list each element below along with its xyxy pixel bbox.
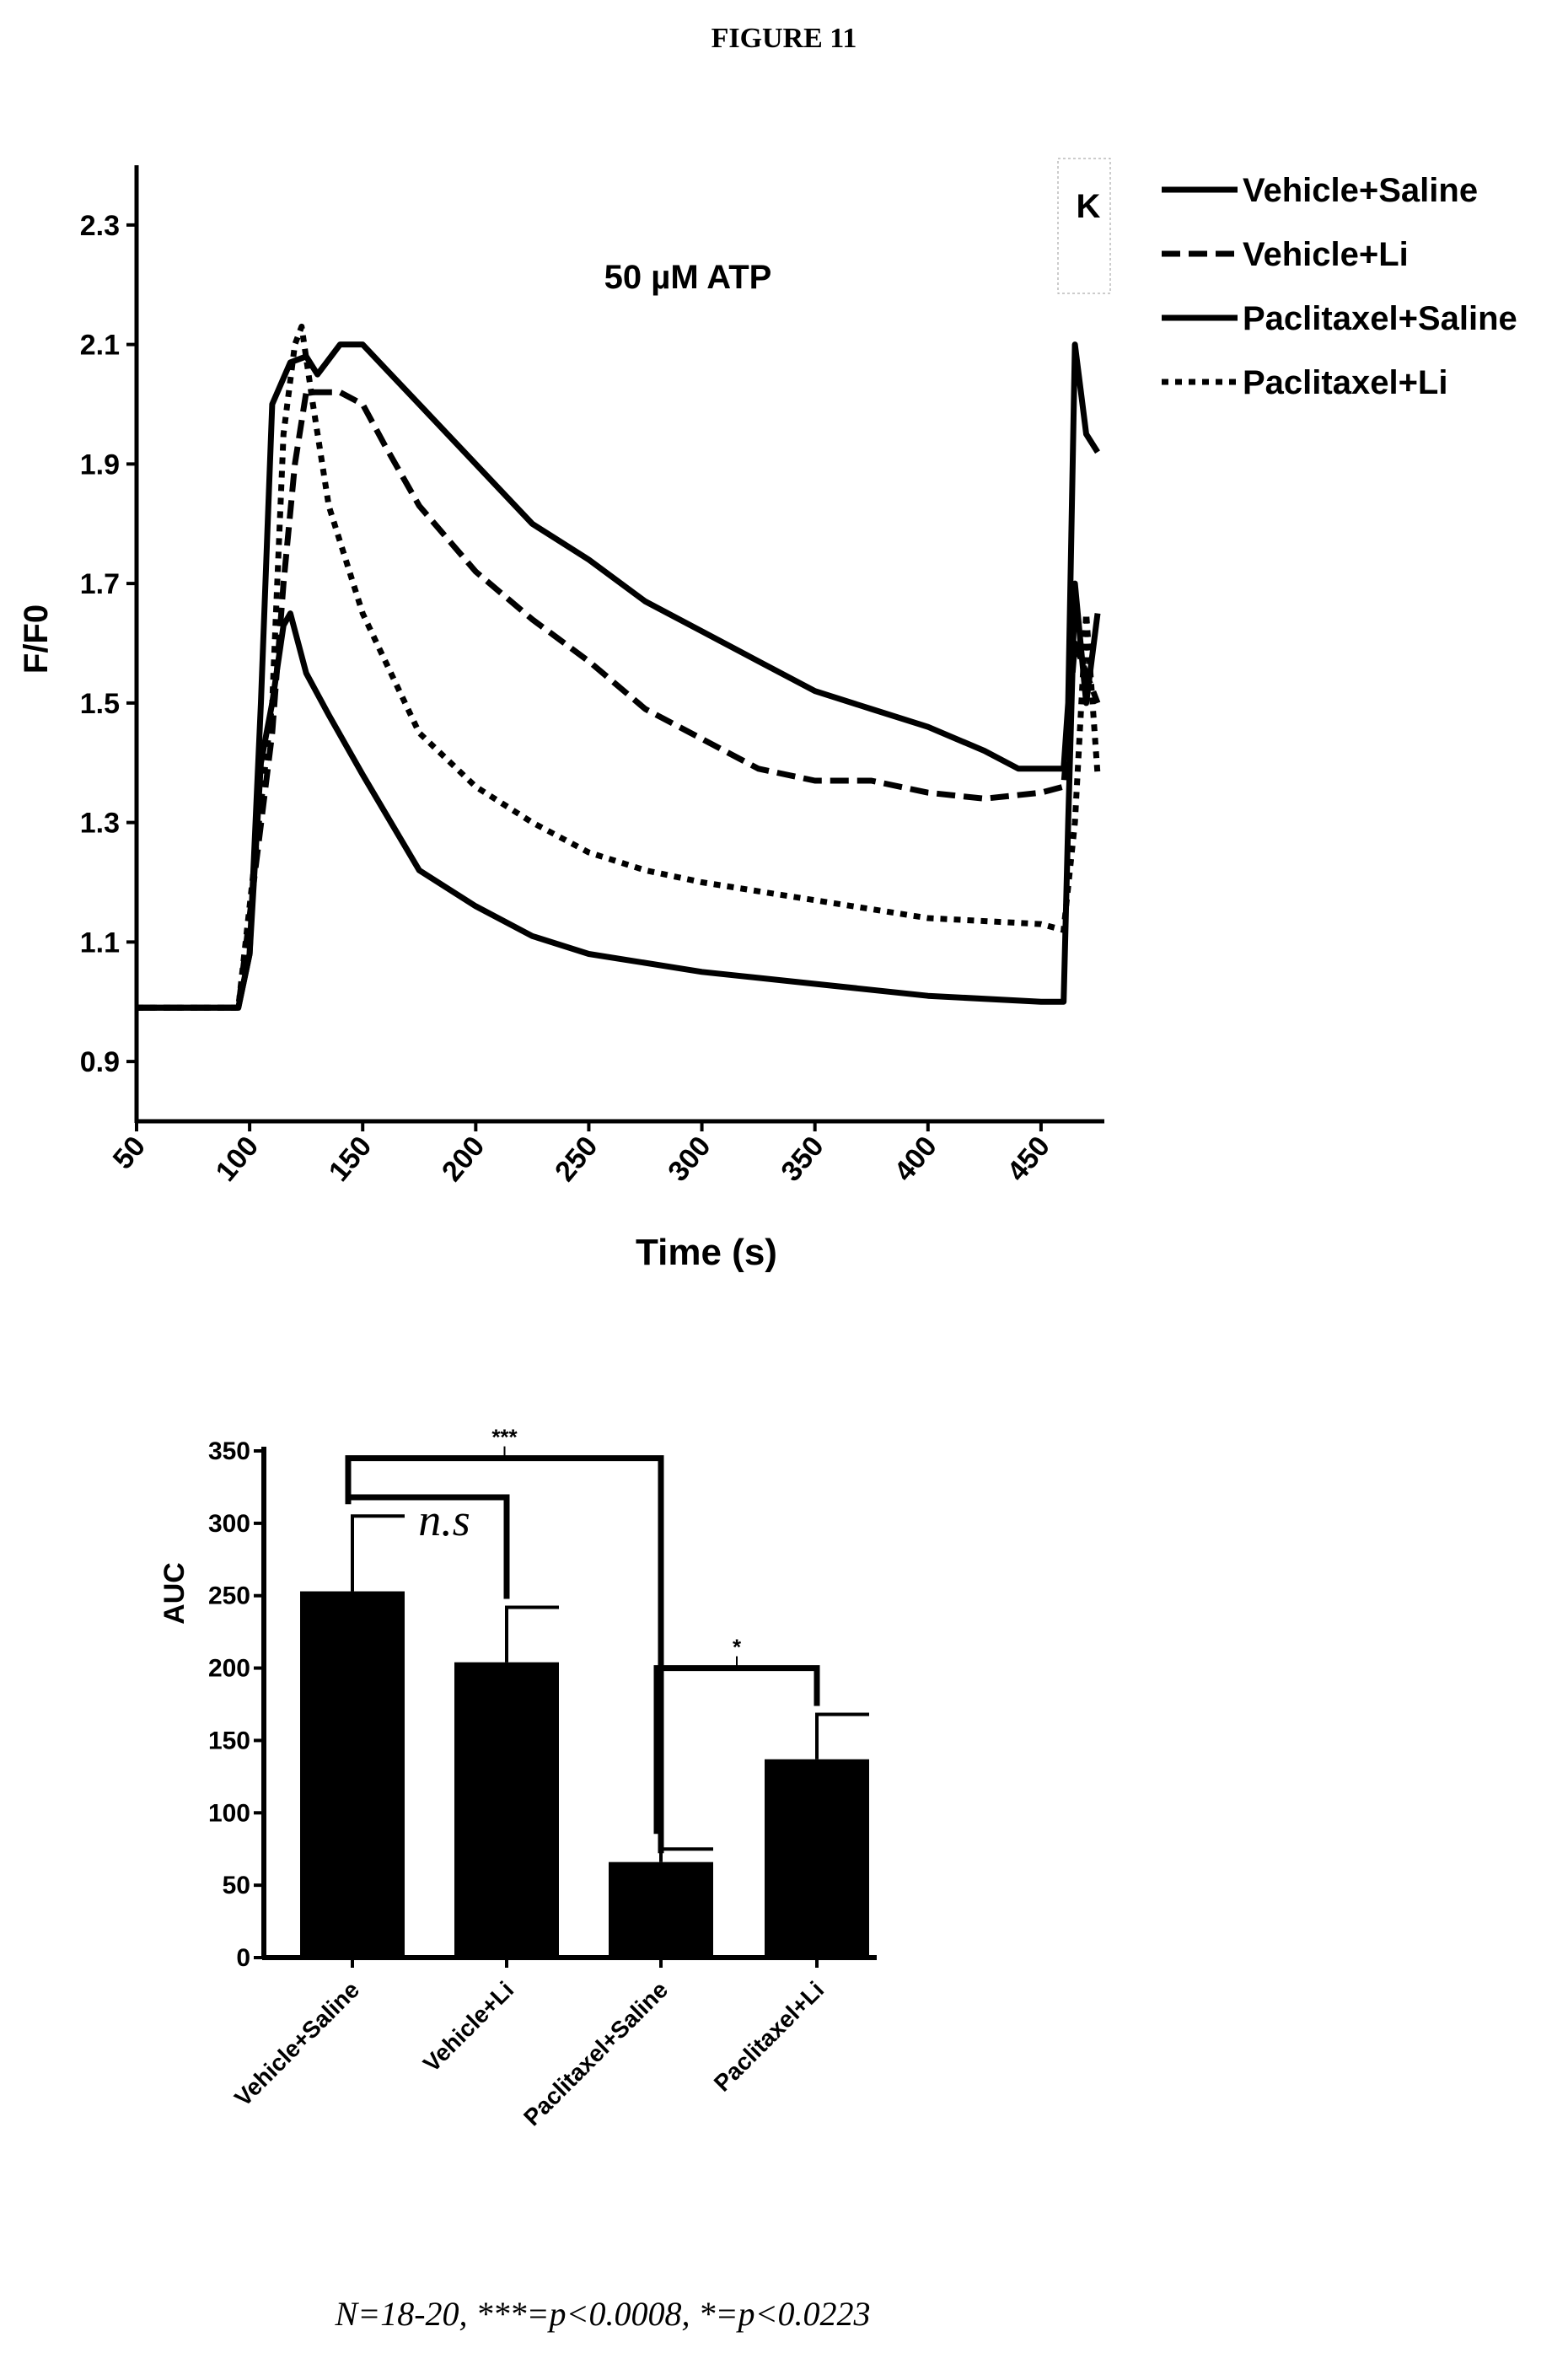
legend-label: Vehicle+Saline xyxy=(1243,172,1478,209)
significance-label: n.s xyxy=(418,1495,470,1545)
x-tick-label: Vehicle+Saline xyxy=(229,1976,364,2111)
y-axis-label: F/F0 xyxy=(18,604,55,674)
y-tick-label: 300 xyxy=(208,1510,250,1538)
y-tick-label: 1.7 xyxy=(80,568,120,600)
significance-bracket xyxy=(345,1494,510,1599)
x-tick-label: 200 xyxy=(436,1131,491,1188)
x-tick-label: 300 xyxy=(662,1131,717,1188)
legend-label: Vehicle+Li xyxy=(1243,236,1409,273)
bar xyxy=(609,1861,713,1958)
legend-label: Paclitaxel+Li xyxy=(1243,364,1447,401)
x-tick-label: 100 xyxy=(210,1131,266,1188)
y-tick-label: 100 xyxy=(208,1799,250,1827)
y-tick-label: 2.1 xyxy=(80,330,120,362)
y-tick-label: 50 xyxy=(223,1872,250,1899)
x-tick-label: Paclitaxel+Li xyxy=(709,1976,829,2096)
line-chart: 50 µM ATP K Time (s) F/F0 0.9 1.1 1.3 1.5 1.… xyxy=(18,158,1517,1273)
x-tick-label: 50 xyxy=(107,1131,152,1175)
k-label: K xyxy=(1077,188,1101,225)
y-tick-label: 1.1 xyxy=(80,927,120,959)
series-line-vehicle-saline xyxy=(137,341,1100,1011)
k-box xyxy=(1057,158,1111,294)
x-axis-label: Time (s) xyxy=(636,1232,777,1273)
significance-label: * xyxy=(733,1635,742,1660)
y-tick-label: 1.9 xyxy=(80,449,120,481)
y-tick-label: 1.5 xyxy=(80,688,120,720)
y-tick-label: 0.9 xyxy=(80,1046,120,1078)
bar-chart: AUC 0 50 100 150 200 250 300 350 Vehicle+Saline V… xyxy=(158,1425,877,2130)
figure-title: FIGURE 11 xyxy=(712,23,857,54)
bar xyxy=(454,1662,559,1958)
y-tick-label: 0 xyxy=(236,1944,250,1972)
series-line-vehicle-li xyxy=(137,389,1101,1011)
x-tick-label: 250 xyxy=(549,1131,604,1188)
x-tick-label: 400 xyxy=(888,1131,943,1188)
bar xyxy=(765,1759,869,1958)
footnote: N=18-20, ***=p<0.0008, *=p<0.0223 xyxy=(335,2295,871,2333)
y-tick-label: 1.3 xyxy=(80,808,120,840)
significance-bracket xyxy=(345,1455,664,1854)
y-tick-label: 150 xyxy=(208,1727,250,1754)
x-tick-label: 150 xyxy=(323,1131,379,1188)
significance-label: *** xyxy=(491,1425,518,1450)
bar-y-axis-label: AUC xyxy=(158,1562,191,1625)
y-tick-label: 2.3 xyxy=(80,210,120,242)
legend-label: Paclitaxel+Saline xyxy=(1243,300,1517,337)
series-line-paclitaxel-li xyxy=(137,323,1101,1011)
y-tick-label: 250 xyxy=(208,1582,250,1610)
x-tick-label: Vehicle+Li xyxy=(418,1976,518,2076)
bar xyxy=(300,1591,405,1958)
y-tick-label: 350 xyxy=(208,1437,250,1465)
x-tick-label: 450 xyxy=(1001,1131,1056,1188)
series-line-paclitaxel-saline xyxy=(137,580,1101,1011)
y-tick-label: 200 xyxy=(208,1655,250,1683)
x-tick-label: 350 xyxy=(775,1131,830,1188)
x-tick-label: Paclitaxel+Saline xyxy=(518,1976,673,2130)
line-chart-title: 50 µM ATP xyxy=(604,259,772,296)
